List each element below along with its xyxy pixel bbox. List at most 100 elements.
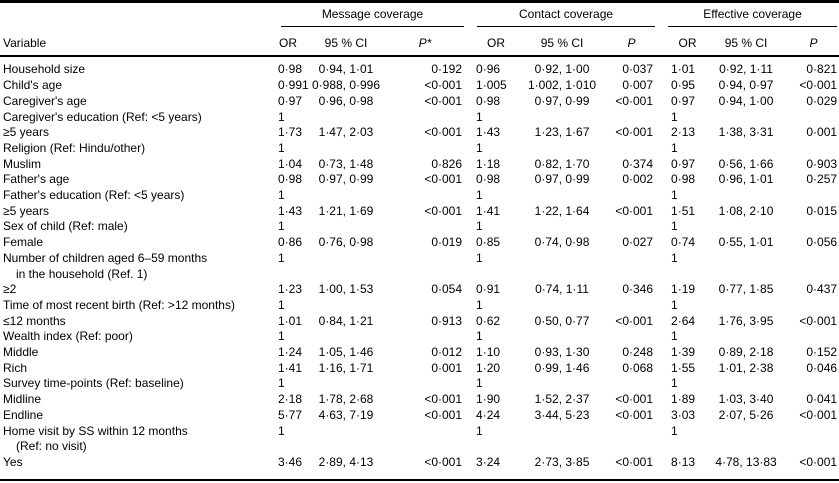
ci-value — [306, 251, 386, 282]
p-value: 0·007 — [622, 78, 654, 93]
p-value — [788, 329, 839, 345]
ci-value — [704, 188, 788, 204]
group-label: Contact coverage — [477, 3, 656, 27]
ci-value: 0·97, 0·99 — [534, 172, 590, 187]
p-value: <0·001 — [424, 203, 463, 218]
ci-value: 1·00, 1·53 — [318, 282, 374, 297]
ci-value: 1·16, 1·71 — [318, 360, 374, 375]
p-value — [608, 141, 655, 157]
p-value: <0·001 — [615, 313, 654, 328]
ci-value — [704, 141, 788, 157]
ci-value: 0·74, 1·11 — [535, 282, 589, 297]
p-value — [788, 251, 839, 282]
ci-value — [704, 219, 788, 235]
row-label: ≥2 — [3, 282, 17, 297]
table-body: Household size 0·98 0·94, 1·01 0·192 0·96 0·9… — [0, 56, 839, 479]
or-value: 1 — [278, 140, 285, 155]
p-value — [386, 141, 464, 157]
ci-value: 0·93, 1·30 — [534, 345, 590, 360]
ci-value — [516, 376, 608, 392]
p-value — [608, 110, 655, 126]
table-row: ≥5 years 1·43 1·21, 1·69 <0·001 1·41 1·22, 1·… — [0, 204, 839, 220]
or-value: 1·19 — [671, 282, 696, 297]
or-value: 0·97 — [671, 156, 696, 171]
or-value: 0·62 — [476, 313, 501, 328]
table-row: Rich 1·41 1·16, 1·71 0·001 1·20 0·99, 1·46 0·0… — [0, 361, 839, 377]
or-value: 0·86 — [278, 235, 303, 250]
row-label: Caregiver's age — [3, 93, 87, 108]
ci-value: 1·38, 3·31 — [718, 125, 774, 140]
spanner-spacer — [0, 2, 270, 27]
p-value — [386, 376, 464, 392]
p-column-header: P — [608, 26, 656, 58]
ci-value — [306, 329, 386, 345]
table-row: ≥5 years 1·73 1·47, 2·03 <0·001 1·43 1·23, 1·… — [0, 125, 839, 141]
p-value: 0·012 — [431, 345, 463, 360]
ci-value: 2·89, 4·13 — [318, 454, 374, 469]
p-value: 0·001 — [431, 360, 463, 375]
ci-value: 0·55, 1·01 — [718, 235, 774, 250]
or-value: 1·24 — [278, 345, 303, 360]
p-value — [788, 376, 839, 392]
ci-value — [306, 188, 386, 204]
p-value: 0·019 — [431, 235, 463, 250]
table-row: Yes 3·46 2·89, 4·13 <0·001 3·24 2·73, 3·85 <0·… — [0, 455, 839, 480]
p-value: 0·015 — [806, 203, 838, 218]
p-value: 0·913 — [431, 313, 463, 328]
ci-value: 0·96, 0·98 — [318, 93, 374, 108]
ci-value: 1·47, 2·03 — [318, 125, 374, 140]
ci-value: 1·21, 1·69 — [318, 203, 374, 218]
row-label: Yes — [3, 454, 23, 469]
or-value: 0·98 — [671, 172, 696, 187]
p-value: 0·029 — [806, 93, 838, 108]
or-value: 1 — [476, 297, 483, 312]
ci-value: 0·92, 1·11 — [719, 62, 773, 77]
or-value: 1 — [476, 219, 483, 234]
ci-value — [704, 251, 788, 282]
or-value: 1·01 — [278, 313, 303, 328]
or-value: 1·20 — [476, 360, 501, 375]
table-row: Middle 1·24 1·05, 1·46 0·012 1·10 0·93, 1·30 0… — [0, 345, 839, 361]
ci-value: 0·94, 1·01 — [318, 62, 374, 77]
group-label: Message coverage — [281, 3, 465, 27]
ci-value: 0·96, 1·01 — [718, 172, 774, 187]
table-row: Endline 5·77 4·63, 7·19 <0·001 4·24 3·44, 5·2… — [0, 408, 839, 424]
or-value: 0·91 — [476, 282, 501, 297]
p-value: <0·001 — [424, 392, 463, 407]
ci-column-header: 95 % CI — [516, 26, 609, 58]
p-value: <0·001 — [424, 93, 463, 108]
ci-value — [516, 298, 608, 314]
table-row: Muslim 1·04 0·73, 1·48 0·826 1·18 0·82, 1·70 0… — [0, 157, 839, 173]
table-row: Father's age 0·98 0·97, 0·99 <0·001 0·98 0·97… — [0, 172, 839, 188]
ci-value — [704, 329, 788, 345]
or-value: 1 — [278, 250, 285, 265]
or-value: 1·39 — [671, 345, 696, 360]
group-message-coverage: Message coverage — [270, 2, 465, 27]
or-value: 0·74 — [671, 235, 696, 250]
ci-value: 1·03, 3·40 — [718, 392, 774, 407]
ci-value: 1·08, 2·10 — [718, 203, 774, 218]
or-value: 1 — [671, 329, 678, 344]
or-value: 0·95 — [671, 78, 696, 93]
or-value: 1·51 — [671, 203, 696, 218]
or-value: 1 — [671, 376, 678, 391]
ci-value: 0·94, 0·97 — [718, 78, 774, 93]
table-row: ≥2 1·23 1·00, 1·53 0·054 0·91 0·74, 1·11 0·346… — [0, 282, 839, 298]
row-label: Number of children aged 6–59 months in th… — [0, 251, 270, 282]
p-value: 0·002 — [622, 172, 654, 187]
or-value: 1·90 — [476, 392, 501, 407]
p-value: 0·826 — [431, 156, 463, 171]
p-value: 0·001 — [806, 125, 838, 140]
ci-value: 1·78, 2·68 — [318, 392, 374, 407]
ci-value — [704, 298, 788, 314]
ci-value — [516, 329, 608, 345]
ci-value — [516, 141, 608, 157]
or-value: 1 — [278, 219, 285, 234]
p-value: <0·001 — [424, 172, 463, 187]
ci-column-header: 95 % CI — [306, 26, 386, 58]
or-value: 8·13 — [671, 454, 696, 469]
or-value: 1·89 — [671, 392, 696, 407]
p-value: <0·001 — [615, 392, 654, 407]
p-value — [788, 298, 839, 314]
or-value: 0·96 — [476, 62, 501, 77]
